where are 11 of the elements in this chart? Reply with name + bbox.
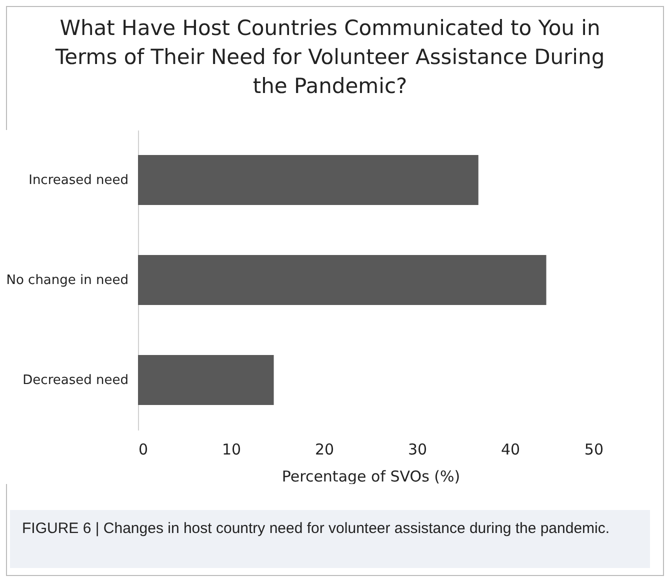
- y-tick-label: Decreased need: [22, 373, 128, 388]
- x-tick-label: 10: [222, 440, 242, 458]
- x-tick-label: 50: [584, 440, 604, 458]
- x-tick-label: 40: [500, 440, 520, 458]
- y-tick-label: Increased need: [28, 173, 128, 188]
- x-tick-label: 0: [138, 440, 148, 458]
- y-tick-label: No change in need: [6, 273, 128, 288]
- x-tick-label: 20: [314, 440, 334, 458]
- x-tick-label: 30: [408, 440, 428, 458]
- caption: FIGURE 6 | Changes in host country need for volunteer assistance during the pandemic.: [22, 519, 611, 539]
- chart-title: What Have Host Countries Communicated to You in Terms of Their Need for Volunteer Assistance During the Pandemic?: [54, 15, 606, 100]
